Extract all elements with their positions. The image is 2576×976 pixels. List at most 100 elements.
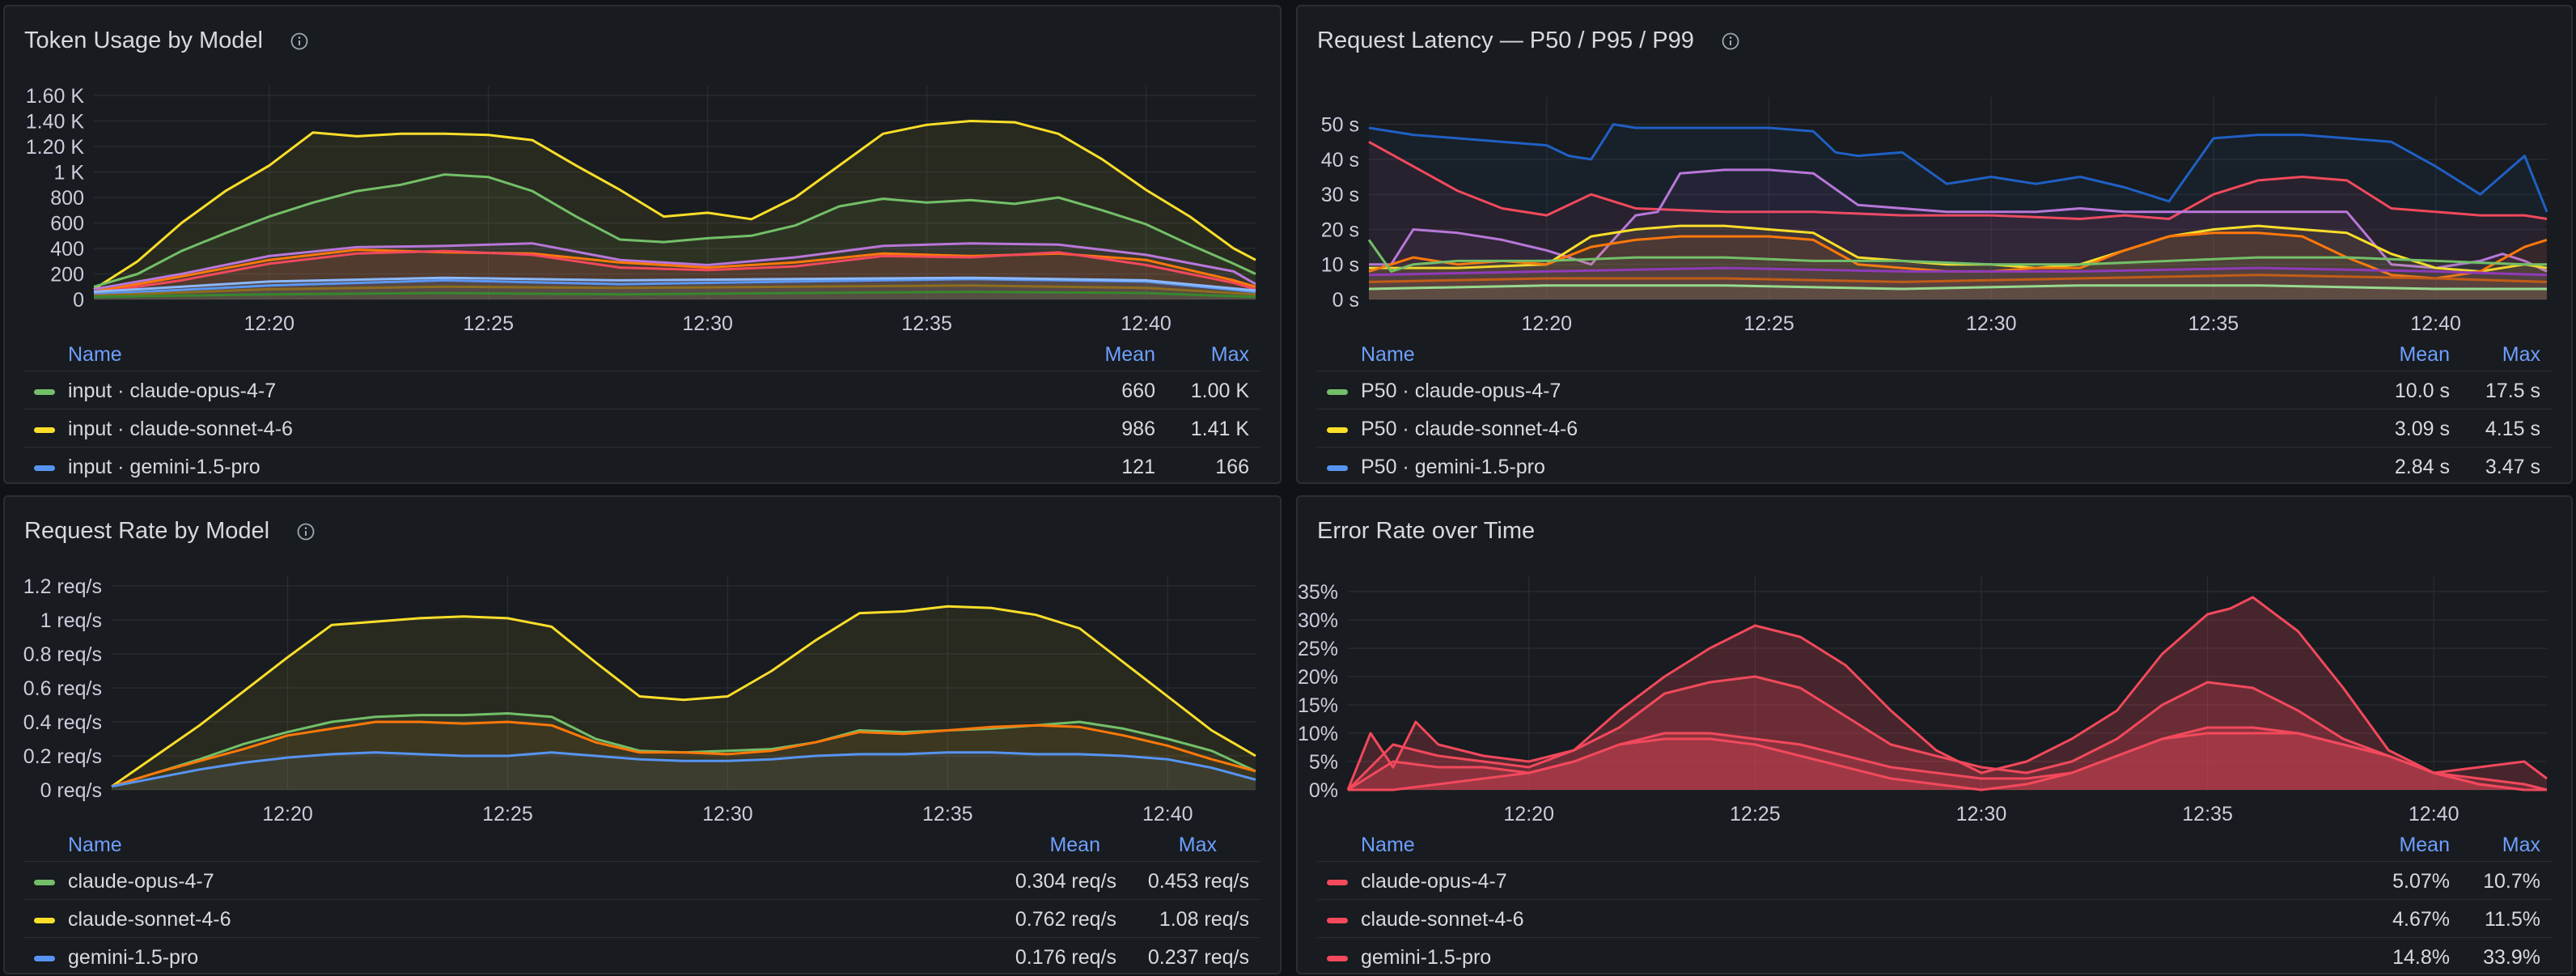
panel-title[interactable]: Request Latency — P50 / P95 / P99	[1317, 28, 1739, 54]
legend-header-max[interactable]: Max	[2502, 834, 2540, 856]
panel-title-text: Error Rate over Time	[1317, 518, 1536, 544]
legend-header-name[interactable]: Name	[68, 834, 122, 856]
legend-series-name: P50 · gemini-1.5-pro	[1361, 456, 1545, 478]
legend-mean-value: 660	[1121, 380, 1155, 402]
legend-header: Name Mean Max	[1317, 827, 2552, 861]
series-area-fill	[1348, 728, 2547, 790]
x-tick-label: 12:25	[1743, 312, 1794, 335]
series-line[interactable]	[1368, 140, 2548, 220]
legend-row[interactable]: P50 · gemini-1.5-pro 2.84 s 3.47 s	[1317, 447, 2552, 482]
series-line[interactable]	[111, 751, 1256, 788]
legend-header-mean[interactable]: Mean	[2399, 834, 2450, 856]
legend-series-name: input · claude-sonnet-4-6	[68, 418, 293, 440]
legend-header-max[interactable]: Max	[1178, 834, 1217, 856]
legend-header: Name Mean Max	[24, 337, 1260, 371]
legend-row[interactable]: input · claude-sonnet-4-6 986 1.41 K	[24, 409, 1260, 447]
series-area-fill	[94, 285, 1256, 299]
legend-header-max[interactable]: Max	[2502, 343, 2540, 366]
legend-max-value: 4.15 s	[2485, 418, 2540, 440]
series-line[interactable]	[1368, 266, 2548, 277]
series-line[interactable]	[93, 284, 1256, 297]
series-line[interactable]	[93, 249, 1256, 295]
legend-row[interactable]: claude-sonnet-4-6 0.762 req/s 1.08 req/s	[24, 899, 1260, 937]
legend-mean-value: 2.84 s	[2394, 456, 2450, 478]
series-line[interactable]	[93, 291, 1256, 299]
y-tick-label: 600	[50, 213, 84, 236]
series-line[interactable]	[1348, 732, 2547, 791]
y-tick-label: 0%	[1309, 779, 1338, 802]
panel-title-text: Request Rate by Model	[24, 518, 270, 544]
series-line[interactable]	[111, 720, 1256, 788]
panel-title[interactable]: Error Rate over Time	[1317, 518, 1535, 545]
legend-header-name[interactable]: Name	[68, 343, 122, 366]
series-color-swatch	[34, 880, 55, 885]
info-icon[interactable]	[290, 32, 308, 50]
legend-header-mean[interactable]: Mean	[1049, 834, 1100, 856]
legend-max-value: 17.5 s	[2485, 380, 2540, 402]
series-line[interactable]	[93, 278, 1256, 296]
series-line[interactable]	[1369, 224, 2548, 273]
legend-row[interactable]: claude-sonnet-4-6 4.67% 11.5%	[1317, 899, 2552, 937]
series-area-fill	[1348, 733, 2547, 790]
series-line[interactable]	[111, 605, 1256, 788]
chart-plot[interactable]: 0 s 10 s 20 s 30 s 40 s 50 s 12:20 12:25 12:30 12…	[1298, 6, 2573, 335]
y-tick-label: 50 s	[1321, 114, 1359, 137]
series-line[interactable]	[1346, 675, 2548, 791]
legend-mean-value: 10.0 s	[2394, 380, 2450, 402]
y-tick-label: 35%	[1298, 581, 1338, 604]
series-line[interactable]	[1346, 596, 2548, 791]
y-tick-label: 15%	[1298, 694, 1338, 717]
panel-token-usage: Token Usage by Model 0 200 400 600 800 1 K 1.2…	[3, 5, 1282, 484]
chart-plot[interactable]: 0% 5% 10% 15% 20% 25% 30% 35% 12:20 12:25 12:30 12:…	[1298, 497, 2573, 825]
panel-title[interactable]: Token Usage by Model	[24, 28, 308, 54]
x-tick-label: 12:30	[1966, 312, 2017, 335]
series-line[interactable]	[93, 173, 1256, 288]
series-line[interactable]	[1368, 274, 2548, 283]
chart-plot[interactable]: 0 req/s 0.2 req/s 0.4 req/s 0.6 req/s 0.8 re…	[5, 497, 1282, 825]
series-line[interactable]	[1368, 284, 2547, 291]
series-line[interactable]	[93, 276, 1256, 294]
legend-header-max[interactable]: Max	[1210, 343, 1249, 366]
series-line[interactable]	[1369, 168, 2548, 273]
legend-header-name[interactable]: Name	[1361, 343, 1415, 366]
legend-row[interactable]: P50 · claude-opus-4-7 10.0 s 17.5 s	[1317, 371, 2552, 409]
legend-row[interactable]: gemini-1.5-pro 14.8% 33.9%	[1317, 937, 2552, 973]
legend-series-name: P50 · claude-sonnet-4-6	[1361, 418, 1578, 440]
legend-row[interactable]: gemini-1.5-pro 0.176 req/s 0.237 req/s	[24, 937, 1260, 973]
legend-row[interactable]: input · gemini-1.5-pro 121 166	[24, 447, 1260, 482]
legend-series-name: input · claude-opus-4-7	[68, 380, 277, 402]
legend-header-name[interactable]: Name	[1361, 834, 1415, 856]
series-line[interactable]	[1368, 123, 2548, 213]
info-icon[interactable]	[1722, 32, 1739, 50]
legend-table: Name Mean Max P50 · claude-opus-4-7 10.0…	[1317, 337, 2552, 482]
legend-mean-value: 5.07%	[2392, 870, 2450, 893]
legend-row[interactable]: input · claude-opus-4-7 660 1.00 K	[24, 371, 1260, 409]
legend-row[interactable]: claude-opus-4-7 0.304 req/s 0.453 req/s	[24, 861, 1260, 899]
panel-title[interactable]: Request Rate by Model	[24, 518, 315, 545]
series-line[interactable]	[93, 242, 1256, 291]
legend-row[interactable]: claude-opus-4-7 5.07% 10.7%	[1317, 861, 2552, 899]
series-line[interactable]	[1367, 239, 2547, 273]
info-icon[interactable]	[297, 523, 315, 541]
series-color-swatch	[1327, 918, 1348, 923]
x-tick-label: 12:20	[1503, 803, 1554, 825]
series-line[interactable]	[93, 248, 1256, 294]
y-tick-label: 25%	[1298, 638, 1338, 660]
legend-series-name: P50 · claude-opus-4-7	[1361, 380, 1561, 402]
x-tick-label: 12:40	[1142, 803, 1193, 825]
legend-row[interactable]: P50 · claude-sonnet-4-6 3.09 s 4.15 s	[1317, 409, 2552, 447]
x-tick-label: 12:20	[262, 803, 313, 825]
legend-header-mean[interactable]: Mean	[2399, 343, 2450, 366]
panel-title-text: Token Usage by Model	[24, 28, 263, 53]
series-color-swatch	[1327, 389, 1348, 395]
legend-header-mean[interactable]: Mean	[1104, 343, 1155, 366]
panel-request-rate: Request Rate by Model 0 req/s 0.2 req/s 0.…	[3, 495, 1282, 974]
x-tick-label: 12:20	[244, 312, 294, 335]
series-area-fill	[94, 174, 1256, 299]
series-area-fill	[1348, 677, 2547, 790]
y-tick-label: 1.2 req/s	[23, 575, 102, 598]
series-line[interactable]	[93, 120, 1256, 291]
panel-error-rate: Error Rate over Time 0% 5% 10% 15% 20% 25% 30%…	[1296, 495, 2573, 974]
legend-series-name: claude-sonnet-4-6	[1361, 908, 1524, 931]
